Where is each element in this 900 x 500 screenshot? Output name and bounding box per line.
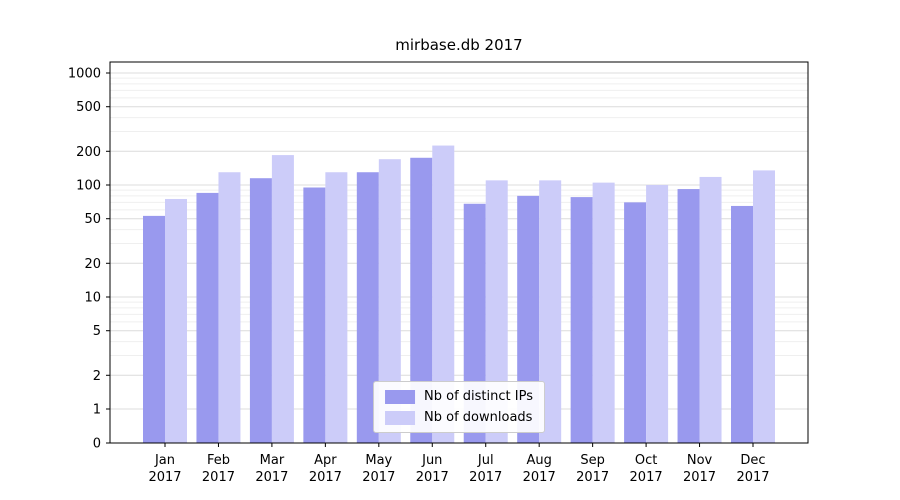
plot-border	[109, 61, 809, 444]
bar-distinct-ips	[249, 178, 272, 443]
bar-distinct-ips	[677, 189, 700, 443]
legend-swatch-downloads	[385, 410, 416, 425]
bar-downloads	[646, 185, 669, 443]
x-tick-label-year: 2017	[683, 470, 716, 485]
x-tick-label-month: Aug	[526, 453, 551, 468]
x-tick-label-month: Sep	[580, 453, 605, 468]
x-tick-label-year: 2017	[523, 470, 556, 485]
x-tick-label-month: Jun	[421, 453, 442, 468]
x-tick-label-year: 2017	[576, 470, 609, 485]
x-tick-label-year: 2017	[630, 470, 663, 485]
legend-label-distinct-ips: Nb of distinct IPs	[424, 389, 533, 404]
bar-distinct-ips	[731, 205, 753, 443]
y-tick-label: 5	[93, 324, 101, 339]
bar-downloads	[699, 176, 722, 443]
x-tick-label-year: 2017	[255, 470, 288, 485]
x-tick-label-year: 2017	[202, 470, 235, 485]
y-tick-label: 20	[84, 257, 101, 272]
y-tick-label: 10	[84, 291, 101, 306]
y-tick-label: 100	[76, 179, 101, 194]
bar-downloads	[753, 170, 775, 443]
y-tick-label: 50	[84, 212, 101, 227]
bar-downloads	[432, 145, 455, 444]
x-tick-label-month: Dec	[740, 453, 765, 468]
x-tick-label-month: Oct	[635, 453, 657, 468]
bar-downloads	[485, 180, 508, 443]
x-tick-label-year: 2017	[736, 470, 769, 485]
bar-downloads	[592, 182, 615, 443]
bar-distinct-ips	[143, 215, 165, 443]
bar-downloads	[378, 159, 401, 443]
bar-downloads	[165, 198, 187, 443]
legend-label-downloads: Nb of downloads	[424, 410, 533, 425]
y-tick-label: 500	[76, 100, 101, 115]
x-tick-label-month: Feb	[207, 453, 230, 468]
bar-distinct-ips	[570, 197, 593, 443]
x-tick-label-year: 2017	[309, 470, 342, 485]
y-tick-label: 1	[93, 403, 101, 418]
chart-title: mirbase.db 2017	[395, 36, 523, 54]
x-tick-label-month: Nov	[687, 453, 713, 468]
x-tick-label-month: May	[365, 453, 392, 468]
x-tick-label-year: 2017	[148, 470, 181, 485]
bar-distinct-ips	[624, 202, 647, 443]
legend-item-downloads: Nb of downloads	[385, 410, 533, 425]
x-tick-label-month: Jan	[154, 453, 175, 468]
bar-distinct-ips	[410, 157, 433, 444]
x-tick-label-month: Mar	[260, 453, 285, 468]
legend-item-distinct-ips: Nb of distinct IPs	[385, 389, 533, 404]
x-tick-label-year: 2017	[469, 470, 502, 485]
bar-distinct-ips	[356, 172, 379, 443]
x-tick-label-month: Apr	[314, 453, 337, 468]
bar-downloads	[218, 172, 241, 443]
x-tick-label-month: Jul	[477, 453, 494, 468]
bar-downloads	[325, 172, 348, 443]
y-tick-label: 200	[76, 145, 101, 160]
legend-swatch-distinct-ips	[385, 389, 416, 404]
bar-downloads	[271, 155, 294, 443]
y-tick-label: 0	[93, 437, 101, 452]
bar-downloads	[539, 180, 562, 443]
y-tick-label: 1000	[68, 67, 101, 82]
bar-distinct-ips	[196, 192, 219, 443]
y-tick-label: 2	[93, 369, 101, 384]
legend: Nb of distinct IPs Nb of downloads	[373, 381, 545, 433]
bar-distinct-ips	[303, 187, 326, 443]
x-tick-label-year: 2017	[362, 470, 395, 485]
x-tick-label-year: 2017	[416, 470, 449, 485]
